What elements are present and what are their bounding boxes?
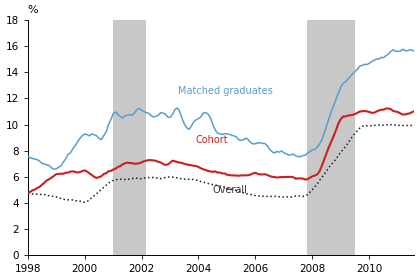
Bar (307, 20, 355, 255)
Text: Cohort: Cohort (196, 136, 228, 146)
Text: %: % (28, 5, 39, 15)
Bar (113, 20, 147, 255)
Text: Matched graduates: Matched graduates (178, 86, 273, 96)
Text: Overall: Overall (213, 185, 247, 195)
